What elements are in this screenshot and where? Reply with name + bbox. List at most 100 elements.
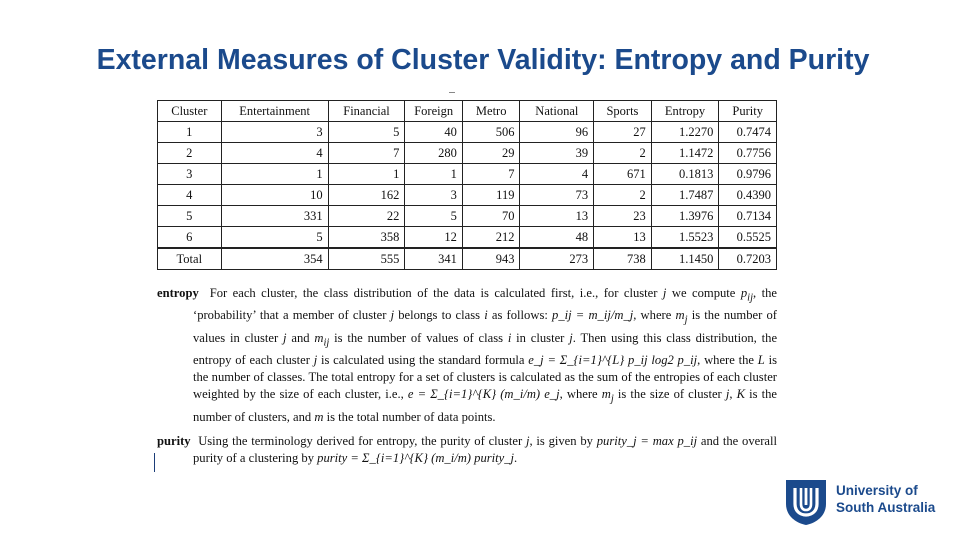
slide-title: External Measures of Cluster Validity: E… xyxy=(96,44,870,76)
table-cell: 10 xyxy=(220,184,329,206)
table-cell: 5 xyxy=(220,226,329,249)
table-cell: 280 xyxy=(404,142,463,164)
table-cell: 738 xyxy=(593,247,652,270)
table-cell: 0.5525 xyxy=(718,226,777,249)
text-cursor xyxy=(154,453,155,472)
table-row: 5 331 22 5 70 13 23 1.3976 0.7134 xyxy=(157,205,777,227)
table-cell: 13 xyxy=(519,205,595,227)
logo-text: University of South Australia xyxy=(836,482,935,516)
table-cell: 96 xyxy=(519,121,595,143)
purity-text: Using the terminology derived for entrop… xyxy=(198,434,526,448)
entropy-text: belongs to class xyxy=(394,308,485,323)
entropy-text: is the number of classes. The total entr… xyxy=(193,353,777,402)
purity-definition: purity Using the terminology derived for… xyxy=(157,433,777,467)
entropy-text: is the total number of data points. xyxy=(323,409,496,424)
math-formula-pij: p_ij = m_ij/m_j xyxy=(552,308,634,323)
entropy-text: we compute xyxy=(666,286,741,300)
table-cell: 943 xyxy=(461,247,521,270)
table-cell: Total xyxy=(157,247,222,270)
math-var: j xyxy=(390,308,395,323)
table-cell: 39 xyxy=(519,142,595,164)
entropy-text: is the number of values in cluster xyxy=(193,308,777,345)
math-var: j xyxy=(313,353,318,368)
table-cell: 0.1813 xyxy=(650,163,720,185)
table-cell: 1 xyxy=(157,121,222,143)
math-var: m xyxy=(314,409,324,424)
math-pij: pij xyxy=(740,286,753,304)
entropy-term: entropy xyxy=(157,286,199,300)
table-cell: 273 xyxy=(519,247,595,270)
table-cell: 0.7756 xyxy=(718,142,777,164)
table-cell: 5 xyxy=(404,205,463,227)
table-cell: 341 xyxy=(404,247,463,270)
table-cell: 70 xyxy=(461,205,521,227)
table-cell: 12 xyxy=(404,226,463,249)
purity-text: , is given by xyxy=(529,434,597,448)
entropy-text: is the size of cluster xyxy=(613,387,726,402)
entropy-text: . Then using this class distribution, th… xyxy=(193,330,778,368)
table-cell: 1.1450 xyxy=(650,247,720,270)
table-cell: 40 xyxy=(404,121,463,143)
entropy-text: and xyxy=(286,330,315,345)
stray-tick-mark xyxy=(449,92,455,93)
table-cell: 4 xyxy=(220,142,329,164)
table-cell: 6 xyxy=(157,226,222,249)
table-cell: 2 xyxy=(157,142,222,164)
table-cell: 162 xyxy=(327,184,406,206)
header-cell: Entropy xyxy=(650,100,720,122)
math-var: j xyxy=(569,330,573,345)
table-cell: 48 xyxy=(519,226,595,249)
table-total-row: Total 354 555 341 943 273 738 1.1450 0.7… xyxy=(157,247,777,270)
table-cell: 23 xyxy=(593,205,652,227)
purity-text: and the overall purity of a clustering b… xyxy=(193,434,778,465)
table-cell: 7 xyxy=(461,163,521,185)
math-var: j xyxy=(283,330,287,345)
entropy-text: , where xyxy=(559,387,602,402)
table-cell: 1.7487 xyxy=(650,184,720,206)
table-cell: 0.7203 xyxy=(718,247,777,270)
table-cell: 5 xyxy=(327,121,406,143)
table-cell: 3 xyxy=(404,184,463,206)
entropy-definition: entropy For each cluster, the class dist… xyxy=(157,285,777,425)
table-cell: 1 xyxy=(404,163,463,185)
table-row: 3 1 1 1 7 4 671 0.1813 0.9796 xyxy=(157,163,777,185)
table-cell: 1.5523 xyxy=(650,226,720,249)
table-cell: 119 xyxy=(461,184,521,206)
math-var: i xyxy=(507,330,512,345)
entropy-text: , where the xyxy=(697,353,758,368)
table-row: 6 5 358 12 212 48 13 1.5523 0.5525 xyxy=(157,226,777,249)
purity-term: purity xyxy=(157,434,191,448)
header-cell: Cluster xyxy=(157,100,222,122)
math-mj: mj xyxy=(601,387,614,405)
logo-line-1: University of xyxy=(836,483,918,498)
math-var: i xyxy=(484,308,488,323)
math-var: j xyxy=(662,286,667,300)
header-cell: Sports xyxy=(593,100,652,122)
entropy-text: is calculated using the standard formula xyxy=(317,353,529,368)
table-cell: 671 xyxy=(593,163,652,185)
table-row: 2 4 7 280 29 39 2 1.1472 0.7756 xyxy=(157,142,777,164)
entropy-text: , where xyxy=(633,308,676,323)
table-cell: 22 xyxy=(327,205,406,227)
math-mij: mij xyxy=(314,330,330,349)
table-cell: 27 xyxy=(593,121,652,143)
math-var: L xyxy=(757,353,765,368)
table-cell: 0.7474 xyxy=(718,121,777,143)
math-mj: mj xyxy=(675,308,688,326)
table-cell: 4 xyxy=(519,163,595,185)
table-cell: 13 xyxy=(593,226,652,249)
math-formula-purity: purity = Σ_{i=1}^{K} (m_i/m) purity_j xyxy=(317,450,515,465)
table-cell: 1.2270 xyxy=(650,121,720,143)
table-cell: 7 xyxy=(327,142,406,164)
table-cell: 3 xyxy=(157,163,222,185)
math-formula-purity-j: purity_j = max p_ij xyxy=(596,434,698,448)
university-logo: University of South Australia xyxy=(784,478,944,528)
table-cell: 0.4390 xyxy=(718,184,777,206)
math-formula-ej: e_j = Σ_{i=1}^{L} p_ij log2 p_ij xyxy=(528,353,698,368)
entropy-text: For each cluster, the class distribution… xyxy=(209,286,663,300)
table-cell: 29 xyxy=(461,142,521,164)
table-cell: 358 xyxy=(327,226,406,249)
table-cell: 2 xyxy=(593,142,652,164)
header-cell: Entertainment xyxy=(220,100,329,122)
table-cell: 2 xyxy=(593,184,652,206)
